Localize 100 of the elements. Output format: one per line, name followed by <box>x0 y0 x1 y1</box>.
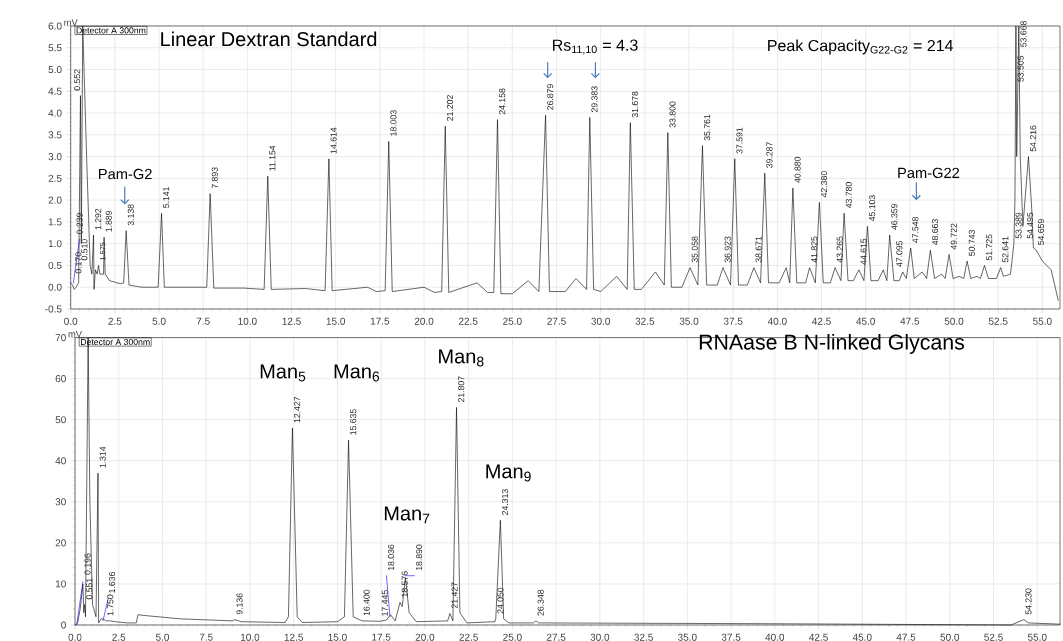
annotation: 1.889 <box>105 210 112 232</box>
x-tick-label: 35.0 <box>679 317 699 325</box>
x-tick-label: 2.5 <box>112 633 126 641</box>
x-tick-label: 27.5 <box>546 633 566 641</box>
annotation: 54.216 <box>1030 125 1037 152</box>
x-tick-label: 32.5 <box>635 317 655 325</box>
y-tick-label: 0.5 <box>48 261 62 269</box>
x-tick-label: 55.0 <box>1027 633 1047 641</box>
x-tick-label: 20.0 <box>415 633 435 641</box>
annotation: 44.615 <box>860 238 867 265</box>
x-tick-label: 45.0 <box>852 633 872 641</box>
annotation: Man$_{6}$ <box>334 364 380 382</box>
y-tick-label: 1.5 <box>48 218 62 226</box>
x-tick-label: 42.5 <box>809 633 828 641</box>
x-tick-label: 20.0 <box>414 317 434 325</box>
x-tick-label: 30.0 <box>590 633 610 641</box>
annotation: 16.400 <box>363 589 370 616</box>
annotation: 52.641 <box>1002 236 1009 263</box>
x-tick-label: 5.0 <box>152 317 166 325</box>
annotation: 26.879 <box>547 84 554 110</box>
y-tick-label: 3.0 <box>48 153 62 161</box>
annotation: 0.551 <box>86 578 93 600</box>
annotation: 11.154 <box>269 145 276 171</box>
annotation: 24.313 <box>501 489 509 515</box>
annotation: 53.389 <box>1015 212 1022 239</box>
x-tick-label: 12.5 <box>284 633 304 641</box>
annotation: Peak Capacity$_{G22-G2}$ = 214 <box>768 39 954 55</box>
y-tick-label: 40 <box>55 457 66 465</box>
y-axis-title: mV <box>68 330 82 338</box>
annotation: 0.552 <box>74 69 81 91</box>
x-tick-label: 40.0 <box>767 317 787 325</box>
annotation: 26.348 <box>537 589 544 616</box>
x-tick-label: 22.5 <box>459 633 478 641</box>
x-tick-label: 50.0 <box>944 317 964 325</box>
annotation: 54.230 <box>1025 588 1032 615</box>
x-tick-label: 5.0 <box>155 633 170 641</box>
annotation: 21.427 <box>451 582 458 609</box>
annotation: 47.548 <box>912 216 919 243</box>
x-tick-label: 12.5 <box>282 317 301 325</box>
annotation: 21.807 <box>458 376 465 403</box>
chart-title: Linear Dextran Standard <box>161 31 377 47</box>
annotation: 36.923 <box>724 236 731 263</box>
annotation: 1.636 <box>108 572 116 593</box>
annotation: 51.725 <box>986 234 993 261</box>
x-tick-label: 17.5 <box>370 317 390 325</box>
annotation: 24.158 <box>499 88 506 115</box>
annotation: 1.292 <box>95 208 102 230</box>
annotation: Rs$_{11,10}$ = 4.3 <box>553 39 638 55</box>
x-tick-label: 42.5 <box>812 317 831 325</box>
y-tick-label: 5.5 <box>48 44 62 52</box>
x-tick-label: 25.0 <box>503 317 522 325</box>
annotation: 1.314 <box>99 446 106 468</box>
x-tick-label: 45.0 <box>856 317 876 325</box>
annotation: 35.761 <box>704 114 711 141</box>
annotation: 31.678 <box>631 91 639 118</box>
annotation: 18.003 <box>390 110 397 136</box>
annotation: 1.750 <box>107 594 114 616</box>
annotation: Pam-G22 <box>898 167 960 179</box>
annotation: 38.671 <box>755 236 762 263</box>
y-tick-label: 1.0 <box>48 240 62 248</box>
annotation: 45.103 <box>869 195 876 222</box>
annotation: 0.239 <box>76 213 83 235</box>
x-tick-label: 37.5 <box>723 317 743 325</box>
annotation: 39.287 <box>766 142 773 168</box>
x-tick-label: 52.5 <box>984 633 1003 641</box>
annotation: Pam-G2 <box>99 168 152 180</box>
y-tick-label: 2.5 <box>48 174 62 182</box>
y-tick-label: 6.0 <box>48 22 62 30</box>
x-tick-label: 47.5 <box>900 317 920 325</box>
x-tick-label: 37.5 <box>721 633 741 641</box>
annotation: 50.743 <box>968 230 975 256</box>
annotation: 0.510 <box>81 239 88 261</box>
annotation: 53.505 <box>1017 55 1024 82</box>
y-tick-label: 60 <box>55 375 66 383</box>
chart-title: RNAase B N-linked Glycans <box>699 334 965 354</box>
annotation: 33.800 <box>669 101 676 128</box>
annotation: 46.359 <box>891 203 898 230</box>
annotation: 18.576 <box>401 571 408 597</box>
x-tick-label: 7.5 <box>196 317 210 325</box>
annotation: 43.780 <box>845 182 852 209</box>
annotation: 29.383 <box>591 86 598 113</box>
y-axis-title: mV <box>64 19 78 26</box>
x-tick-label: 0.0 <box>68 633 82 641</box>
x-tick-label: 10.0 <box>238 317 257 325</box>
annotation: 37.591 <box>736 127 743 154</box>
y-tick-label: 2.0 <box>48 196 62 204</box>
x-tick-label: 25.0 <box>503 633 522 641</box>
y-tick-label: 20 <box>55 539 66 547</box>
annotation: 9.136 <box>236 593 243 615</box>
annotation: 5.141 <box>163 187 170 208</box>
annotation: 47.095 <box>896 240 903 267</box>
x-tick-label: 15.0 <box>328 633 347 641</box>
y-tick-label: 3.5 <box>48 131 62 139</box>
x-tick-label: 27.5 <box>547 317 566 325</box>
x-tick-label: 17.5 <box>372 633 391 641</box>
x-tick-label: 32.5 <box>634 633 653 641</box>
annotation: 35.058 <box>691 236 698 263</box>
annotation: Man$_{7}$ <box>384 506 430 524</box>
x-tick-label: 50.0 <box>940 633 960 641</box>
y-tick-label: 50 <box>55 416 66 424</box>
